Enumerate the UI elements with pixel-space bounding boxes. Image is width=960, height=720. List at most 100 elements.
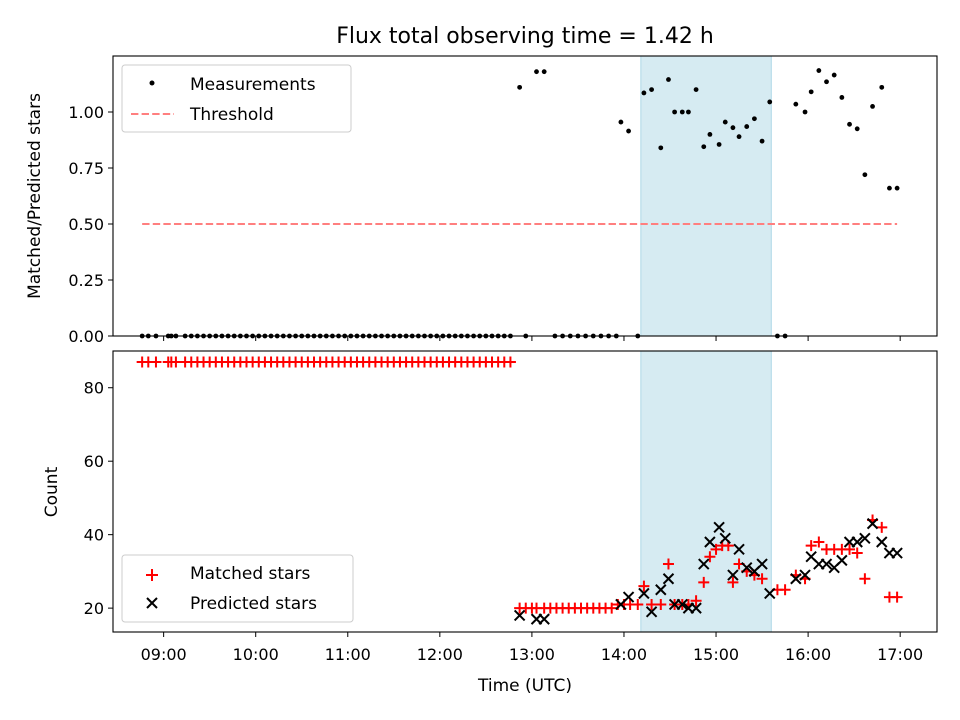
- x-tick-label: 09:00: [141, 645, 187, 664]
- measurement-point: [736, 134, 742, 140]
- predicted-star-marker: [698, 558, 710, 570]
- predicted-star-marker: [713, 521, 725, 534]
- matched-star-marker: [504, 356, 516, 368]
- legend-threshold-label: Threshold: [189, 105, 274, 125]
- measurement-point: [847, 121, 852, 127]
- measurement-point: [701, 144, 707, 150]
- top-y-axis-label: Matched/Predicted stars: [25, 93, 45, 299]
- bottom-highlight-span: [640, 350, 772, 633]
- top-y-ticks: 0.00 0.25 0.50 0.75 1.00: [68, 103, 113, 346]
- top-highlight-span: [640, 55, 772, 337]
- predicted-star-marker: [836, 554, 848, 567]
- matched-star-marker: [646, 598, 658, 610]
- matched-star-marker: [170, 356, 182, 368]
- y-tick-label: 20: [84, 599, 104, 618]
- x-axis-label: Time (UTC): [477, 676, 572, 696]
- bottom-x-ticks: 09:00 10:00 11:00 12:00 13:00 14:00 15:00 16:00…: [141, 632, 923, 664]
- matched-star-marker: [638, 580, 650, 592]
- predicted-star-marker: [513, 609, 526, 622]
- matched-star-marker: [859, 573, 871, 585]
- measurement-point: [887, 185, 892, 191]
- top-legend: Measurements Threshold: [121, 64, 352, 133]
- measurement-point: [666, 77, 671, 82]
- matched-star-marker: [805, 540, 817, 552]
- measurement-point: [744, 124, 750, 129]
- predicted-star-marker: [655, 584, 667, 596]
- measurement-point: [679, 109, 685, 115]
- predicted-star-marker: [690, 602, 702, 614]
- bottom-panel: 20 40 60 80 09:00 10:00 11:00 12:00 13:00 14:00 1…: [42, 350, 938, 696]
- measurement-point: [870, 104, 875, 109]
- matched-star-marker: [813, 536, 825, 548]
- predicted-star-marker: [727, 569, 739, 581]
- measurement-point: [824, 79, 829, 85]
- measurement-point: [839, 95, 845, 100]
- y-tick-label: 80: [84, 379, 104, 398]
- predicted-star-marker: [645, 606, 658, 618]
- bottom-y-ticks: 20 40 60 80: [84, 379, 113, 618]
- x-tick-label: 17:00: [877, 645, 923, 664]
- x-tick-label: 14:00: [601, 645, 647, 664]
- predicted-star-marker: [764, 587, 776, 600]
- matched-star-marker: [698, 576, 710, 588]
- measurement-point: [862, 172, 868, 178]
- predicted-star-marker: [733, 543, 745, 556]
- measurement-point: [641, 90, 647, 96]
- predicted-star-marker: [891, 547, 903, 559]
- bottom-axes-frame: [112, 350, 938, 633]
- measurement-point: [816, 68, 822, 73]
- predicted-star-marker: [622, 591, 635, 603]
- matched-star-marker: [876, 521, 888, 533]
- predicted-star-marker: [538, 613, 550, 625]
- legend-matched-label: Matched stars: [190, 564, 310, 584]
- x-tick-label: 15:00: [693, 645, 739, 664]
- bottom-legend: Matched stars Predicted stars: [121, 554, 354, 623]
- x-tick-label: 11:00: [325, 645, 371, 664]
- top-legend-box: [121, 64, 352, 133]
- predicted-star-marker: [704, 536, 716, 548]
- bottom-matched-points: [136, 356, 903, 614]
- measurement-point: [730, 125, 736, 131]
- predicted-star-marker: [676, 598, 688, 611]
- matched-star-marker: [655, 598, 667, 610]
- x-tick-label: 10:00: [233, 645, 279, 664]
- predicted-star-marker: [638, 587, 650, 600]
- matched-star-marker: [756, 573, 768, 585]
- measurement-point: [802, 109, 808, 115]
- matched-star-marker: [150, 356, 162, 368]
- measurement-point: [672, 109, 678, 115]
- matched-star-marker: [704, 551, 716, 563]
- measurement-point: [707, 132, 713, 137]
- predicted-star-marker: [719, 532, 731, 545]
- measurement-point: [534, 69, 539, 75]
- measurement-point: [618, 119, 624, 125]
- legend-matched-marker: [146, 569, 158, 581]
- measurement-point: [752, 116, 757, 122]
- predicted-star-marker: [866, 517, 879, 530]
- measurement-point: [517, 84, 523, 90]
- measurement-point: [658, 145, 664, 151]
- bottom-predicted-points: [513, 517, 903, 625]
- y-tick-label: 60: [84, 452, 104, 471]
- x-tick-label: 12:00: [417, 645, 463, 664]
- y-tick-label: 0.75: [68, 159, 104, 178]
- legend-predicted-label: Predicted stars: [190, 594, 317, 614]
- matched-star-marker: [606, 602, 618, 614]
- measurement-point: [693, 87, 699, 92]
- x-tick-label: 16:00: [785, 645, 831, 664]
- chart-title: Flux total observing time = 1.42 h: [336, 24, 714, 49]
- matched-star-marker: [851, 547, 863, 559]
- bottom-legend-box: [121, 554, 354, 623]
- predicted-star-marker: [876, 536, 888, 548]
- measurement-point: [831, 72, 837, 78]
- matched-star-marker: [632, 598, 644, 610]
- matched-star-marker: [727, 576, 739, 588]
- top-panel: 0.00 0.25 0.50 0.75 1.00 Matched/Predicted s…: [25, 55, 938, 346]
- measurement-point: [716, 142, 722, 147]
- top-axes-frame: [112, 55, 938, 337]
- measurement-point: [854, 126, 860, 132]
- bottom-y-axis-label: Count: [42, 466, 62, 517]
- matched-star-marker: [779, 584, 791, 596]
- measurement-point: [793, 101, 799, 107]
- matched-star-marker: [844, 543, 856, 555]
